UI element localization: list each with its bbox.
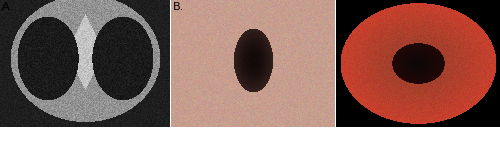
Text: B.: B. (173, 2, 184, 12)
Text: C.: C. (338, 2, 349, 12)
Text: A.: A. (2, 2, 13, 12)
